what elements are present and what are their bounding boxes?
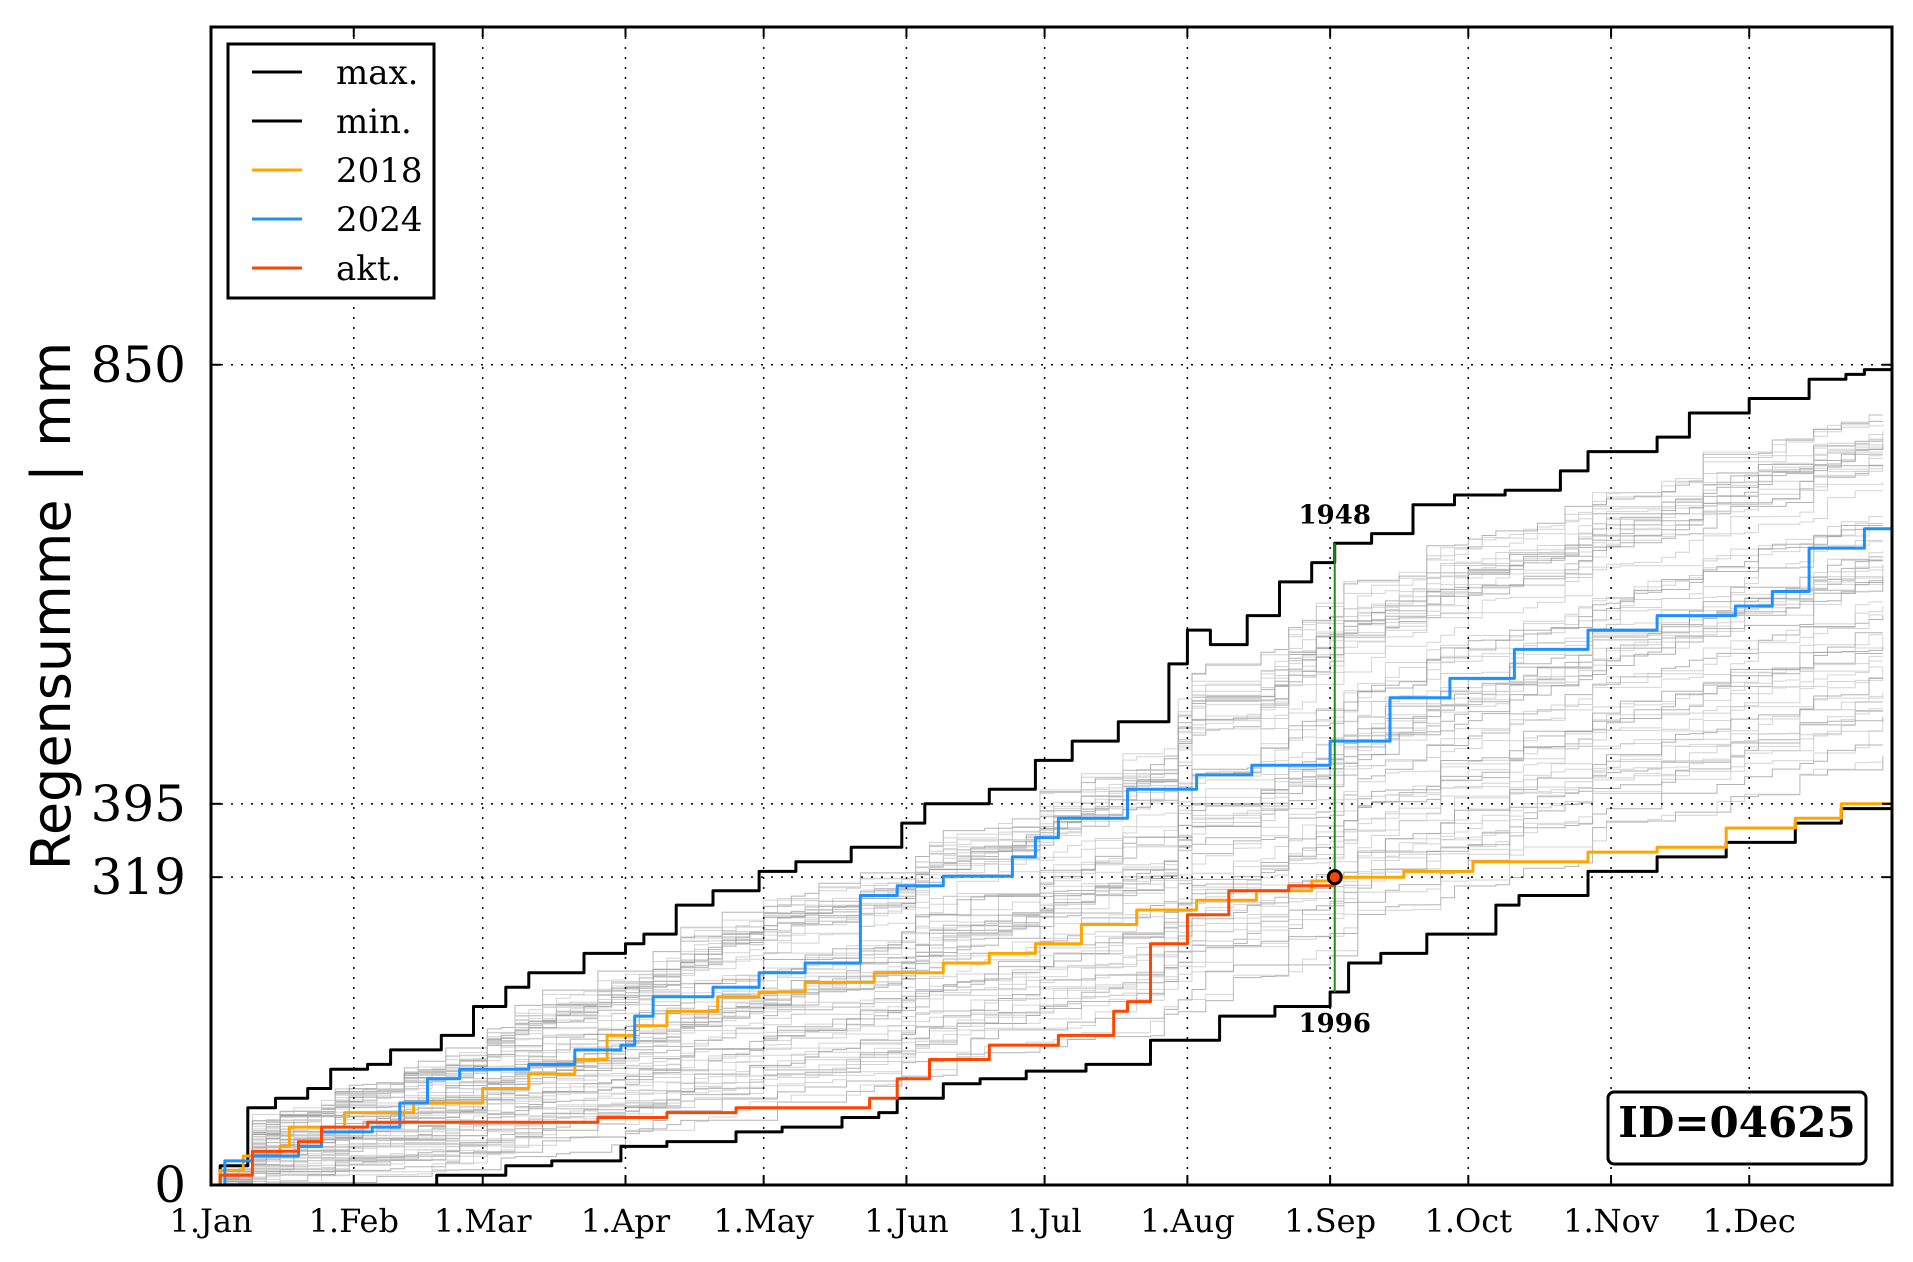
x-tick-label: 1.Jun [864, 1202, 949, 1240]
series-line-2018 [211, 789, 1894, 1187]
series-lines [211, 364, 1894, 1187]
y-tick-label: 850 [91, 336, 186, 394]
background-year-line [211, 414, 1883, 1186]
background-year-line [211, 414, 1883, 1186]
station-id-badge: ID=04625 [1606, 1090, 1868, 1166]
background-year-line [211, 701, 1883, 1186]
legend-label: max. [336, 53, 419, 93]
background-year-line [211, 564, 1884, 1186]
x-tick-label: 1.Jul [1007, 1202, 1081, 1240]
current-value-point [1326, 869, 1343, 886]
legend-label: 2018 [336, 151, 423, 191]
x-tick-label: 1.Mar [434, 1202, 532, 1240]
background-year-line [211, 482, 1884, 1186]
series-line-akt [211, 877, 1337, 1187]
background-year-line [211, 756, 1884, 1186]
series-line-max [211, 364, 1894, 1187]
x-tick-label: 1.Feb [309, 1202, 399, 1240]
legend-label: 2024 [336, 200, 423, 240]
background-year-line [211, 634, 1883, 1186]
background-year-line [211, 464, 1883, 1186]
axis-ticks: 1.Jan 1.Feb 1.Mar 1.Apr 1.May 1.Jun 1.Jul 1.Aug… [91, 27, 1892, 1240]
background-year-line [211, 606, 1884, 1186]
background-year-line [211, 677, 1883, 1186]
id-box [1606, 1090, 1868, 1166]
historical-year-lines [211, 414, 1884, 1186]
x-tick-label: 1.Apr [581, 1202, 671, 1240]
station-id: ID=04625 [1618, 1098, 1855, 1147]
x-tick-label: 1.Dec [1703, 1202, 1796, 1240]
background-year-line [211, 420, 1884, 1186]
background-year-line [211, 660, 1883, 1186]
x-tick-label: 1.Nov [1563, 1202, 1659, 1240]
annotation-year: 1948 [1299, 500, 1371, 530]
x-tick-label: 1.Jan [169, 1202, 252, 1240]
background-year-line [211, 655, 1883, 1186]
background-year-line [211, 711, 1883, 1186]
y-tick-label: 319 [91, 848, 186, 906]
background-year-line [211, 465, 1884, 1186]
x-tick-label: 1.Sep [1284, 1202, 1376, 1240]
background-year-line [211, 756, 1884, 1186]
legend-label: min. [336, 102, 412, 142]
plot-frame [209, 25, 1894, 1187]
legend: max. min. 2018 2024 akt. [226, 42, 436, 300]
background-year-line [211, 439, 1883, 1186]
grid-lines [210, 27, 1892, 1186]
y-tick-label: 0 [154, 1156, 186, 1214]
series-line-2024 [211, 519, 1894, 1187]
current-marker: 1948 1996 [1299, 500, 1371, 1039]
x-tick-label: 1.Aug [1140, 1202, 1235, 1240]
background-year-line [211, 451, 1884, 1186]
y-tick-label: 395 [91, 775, 186, 833]
legend-label: akt. [336, 249, 401, 289]
background-year-line [211, 632, 1883, 1186]
x-tick-label: 1.Oct [1425, 1202, 1513, 1240]
series-line-min [211, 803, 1894, 1187]
x-tick-label: 1.May [713, 1202, 813, 1240]
y-axis-label: Regensumme | mm [20, 342, 83, 871]
background-year-line [211, 490, 1883, 1186]
annotation-year: 1996 [1299, 1009, 1371, 1039]
